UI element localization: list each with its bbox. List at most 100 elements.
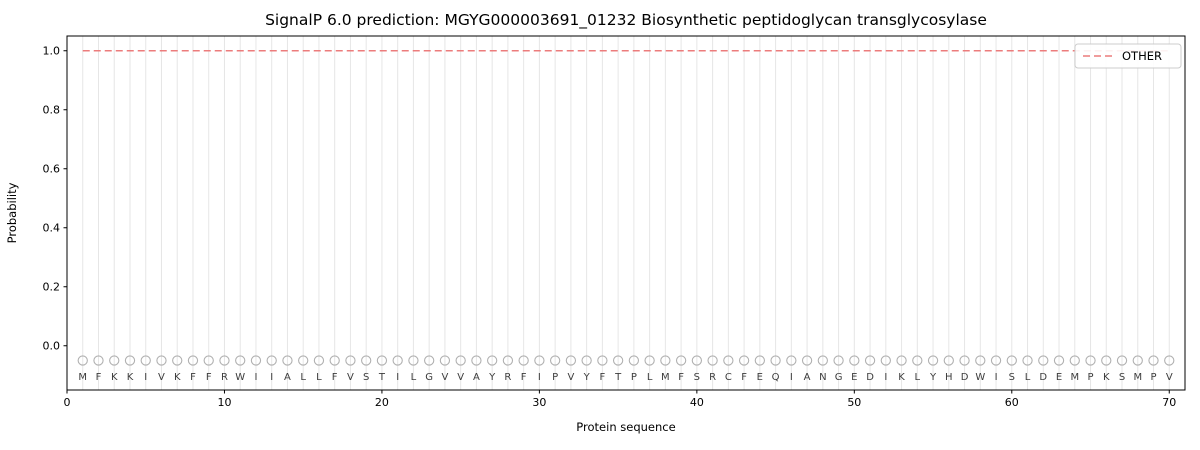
residue-marker [534, 355, 545, 366]
residue-letter: F [96, 372, 102, 383]
residue-marker [1006, 355, 1017, 366]
residue-marker [518, 355, 529, 366]
residue-marker [424, 355, 435, 366]
residue-letter: F [190, 372, 196, 383]
residue-letter: N [819, 372, 826, 383]
residue-marker [156, 355, 167, 366]
residue-marker [1132, 355, 1143, 366]
residue-marker [1116, 355, 1128, 366]
residue-letter: T [378, 372, 386, 383]
residue-marker [487, 355, 498, 366]
y-tick-label: 1.0 [43, 45, 61, 58]
residue-letter: I [538, 372, 541, 383]
residue-letter: D [1039, 372, 1047, 383]
residue-marker [203, 355, 214, 366]
residue-letter: W [975, 372, 985, 383]
residue-letter: D [961, 372, 969, 383]
residue-marker [959, 355, 970, 366]
x-axis-label: Protein sequence [576, 420, 675, 434]
residue-letter: A [284, 372, 291, 383]
residue-marker [455, 355, 466, 366]
y-tick-label: 0.0 [43, 340, 61, 353]
residue-letter: M [1133, 372, 1142, 383]
residue-letter: K [898, 372, 905, 383]
residue-marker [943, 355, 954, 366]
residue-marker [1148, 355, 1159, 366]
residue-letter: I [790, 372, 793, 383]
residue-marker [912, 355, 923, 366]
residue-letter: G [425, 372, 433, 383]
residue-marker [786, 355, 797, 366]
residue-marker [1085, 355, 1096, 366]
residue-marker [628, 355, 640, 366]
residue-marker [612, 355, 624, 366]
residue-marker [140, 355, 151, 366]
residue-marker [313, 355, 325, 366]
residue-letter: S [694, 372, 700, 383]
residue-marker [235, 355, 246, 366]
residue-marker [392, 355, 403, 366]
residue-marker [172, 355, 183, 366]
x-tick-label: 10 [217, 396, 231, 409]
residue-marker [770, 355, 781, 366]
residue-marker [849, 355, 860, 366]
residue-letter: Y [929, 372, 937, 383]
plot-border [66, 35, 1186, 391]
residue-marker [1053, 355, 1065, 366]
residue-letter: L [915, 372, 921, 383]
residue-letter: F [521, 372, 527, 383]
residue-marker [990, 355, 1002, 366]
residue-letter: A [473, 372, 480, 383]
residue-letter: R [504, 372, 511, 383]
residue-letter: V [158, 372, 165, 383]
residue-letter: S [1009, 372, 1015, 383]
residue-marker [187, 355, 199, 366]
residue-marker [298, 355, 309, 366]
residue-marker [250, 355, 262, 366]
residue-letter: C [725, 372, 732, 383]
residue-letter: V [457, 372, 464, 383]
residue-marker [660, 355, 671, 366]
residue-letter: P [552, 372, 558, 383]
residue-letter: D [866, 372, 874, 383]
residue-letter: S [363, 372, 369, 383]
residue-marker [801, 355, 813, 366]
residue-marker [581, 355, 592, 366]
x-tick-label: 70 [1162, 396, 1176, 409]
residue-letter: L [316, 372, 322, 383]
plot-content: 0.00.20.40.60.81.00 10 20 30 40 50 60 70M F K K I V K… [43, 35, 1186, 409]
residue-letter: I [144, 372, 147, 383]
residue-letter: H [945, 372, 953, 383]
residue-letter: M [661, 372, 670, 383]
y-tick-label: 0.2 [43, 281, 61, 294]
residue-marker [644, 355, 655, 366]
residue-letter: E [851, 372, 857, 383]
residue-letter: V [1166, 372, 1173, 383]
residue-letter: Q [772, 372, 780, 383]
residue-letter: M [1070, 372, 1079, 383]
x-tick-label: 30 [532, 396, 546, 409]
residue-marker [219, 355, 230, 366]
residue-letter: I [396, 372, 399, 383]
residue-marker [754, 355, 765, 366]
residue-letter: T [614, 372, 622, 383]
residue-letter: P [1150, 372, 1156, 383]
residue-marker [1022, 355, 1033, 366]
residue-letter: I [254, 372, 257, 383]
x-tick-label: 0 [64, 396, 71, 409]
residue-letter: L [411, 372, 417, 383]
residue-letter: W [235, 372, 245, 383]
residue-letter: F [678, 372, 684, 383]
residue-marker [597, 355, 608, 366]
residue-marker [707, 355, 718, 366]
residue-letter: F [332, 372, 338, 383]
residue-marker [675, 355, 687, 366]
x-tick-label: 50 [847, 396, 861, 409]
residue-marker [93, 355, 104, 366]
residue-letter: L [300, 372, 306, 383]
residue-letter: I [995, 372, 998, 383]
residue-marker [738, 355, 750, 366]
x-tick-label: 20 [375, 396, 389, 409]
residue-marker [817, 355, 828, 366]
